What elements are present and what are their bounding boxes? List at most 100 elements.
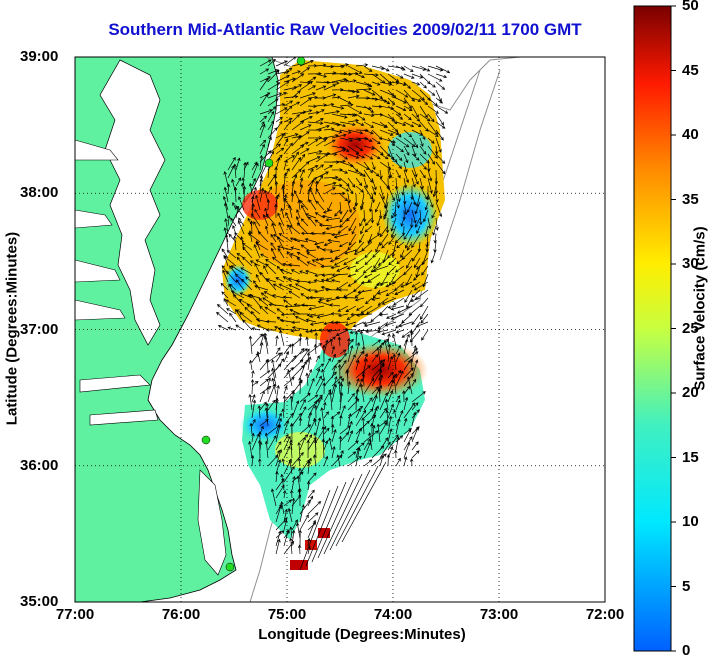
velocity-arrow [339,359,347,371]
velocity-arrow [323,64,334,69]
velocity-arrow [290,343,295,355]
velocity-arrow [322,382,326,395]
velocity-arrow [323,110,340,115]
velocity-arrow [226,183,231,195]
velocity-arrow [251,380,259,387]
velocity-arrow [305,336,309,347]
velocity-arrow [392,333,397,347]
velocity-arrow [411,81,421,86]
velocity-arrow [270,242,277,251]
velocity-arrow [411,153,420,161]
velocity-arrow [357,289,373,294]
velocity-arrow [403,351,419,363]
velocity-arrow [298,467,302,483]
velocity-arrow [298,379,303,395]
velocity-arrow [323,241,333,246]
velocity-arrow [403,265,413,276]
velocity-arrow [339,169,349,174]
velocity-arrow [267,399,276,411]
velocity-arrow [435,81,446,90]
velocity-arrow [275,74,291,83]
velocity-arrow [379,441,391,459]
velocity-arrow [259,121,265,131]
velocity-arrow [427,193,434,208]
velocity-arrow [379,129,394,136]
velocity-arrow [297,544,302,555]
velocity-arrow [294,315,309,323]
velocity-arrow [309,321,325,326]
velocity-arrow [330,312,341,316]
velocity-arrow [291,494,302,507]
velocity-arrow [229,265,237,275]
velocity-arrow [355,87,372,91]
velocity-arrow [248,335,253,355]
velocity-arrow [370,313,381,322]
velocity-arrow [259,341,264,355]
velocity-arrow [262,214,269,227]
velocity-arrow [289,225,301,235]
velocity-arrow [347,137,362,142]
station-marker [225,562,235,572]
velocity-arrow [314,241,325,246]
velocity-arrow [435,161,446,175]
velocity-arrow [363,408,374,419]
velocity-arrow [323,181,337,187]
velocity-arrow [395,399,401,411]
velocity-arrow [363,358,368,371]
velocity-arrow [355,409,367,427]
velocity-arrow [421,265,429,276]
velocity-arrow [289,422,294,443]
velocity-arrow [397,305,413,314]
colorbar-tick-label: 15 [682,448,699,466]
velocity-arrow [305,318,317,323]
velocity-arrow [355,378,360,387]
velocity-arrow [339,72,353,77]
velocity-arrow [410,297,421,303]
velocity-arrow [372,249,381,258]
velocity-arrow [323,339,329,355]
velocity-arrow [363,145,375,150]
velocity-arrow [299,124,312,131]
velocity-arrow [315,377,325,395]
velocity-arrow [434,145,439,155]
colorbar-tick-label: 40 [682,126,699,143]
velocity-arrow [291,519,298,531]
velocity-arrow [371,161,376,171]
velocity-arrow [402,209,406,221]
velocity-arrow [323,93,337,99]
velocity-arrow [333,233,349,239]
velocity-arrow [435,113,445,126]
velocity-arrow [223,170,229,187]
velocity-arrow [251,394,256,403]
velocity-arrow [309,186,317,203]
velocity-arrow [363,89,376,96]
velocity-arrow [411,402,419,411]
velocity-arrow [288,290,301,299]
velocity-arrow [291,151,299,163]
velocity-arrow [279,329,285,347]
velocity-arrow [351,225,357,235]
velocity-arrow [419,145,427,155]
velocity-arrow [406,376,413,395]
velocity-arrow [307,436,317,451]
velocity-arrow [371,169,380,177]
velocity-arrow [355,359,360,371]
velocity-arrow [259,178,263,195]
velocity-arrow [293,303,309,307]
velocity-arrow [265,213,277,227]
velocity-arrow [298,529,302,547]
velocity-arrow [289,253,301,259]
velocity-arrow [377,387,382,403]
velocity-arrow [338,241,349,248]
velocity-arrow [250,454,255,467]
velocity-arrow [275,277,285,283]
velocity-arrow [299,489,331,571]
velocity-arrow [363,377,375,395]
velocity-arrow [378,376,382,395]
velocity-arrow [394,449,398,459]
velocity-arrow [355,169,366,177]
velocity-arrow [403,97,412,109]
velocity-arrow [267,69,280,83]
velocity-arrow [338,435,343,451]
velocity-arrow [348,217,357,232]
